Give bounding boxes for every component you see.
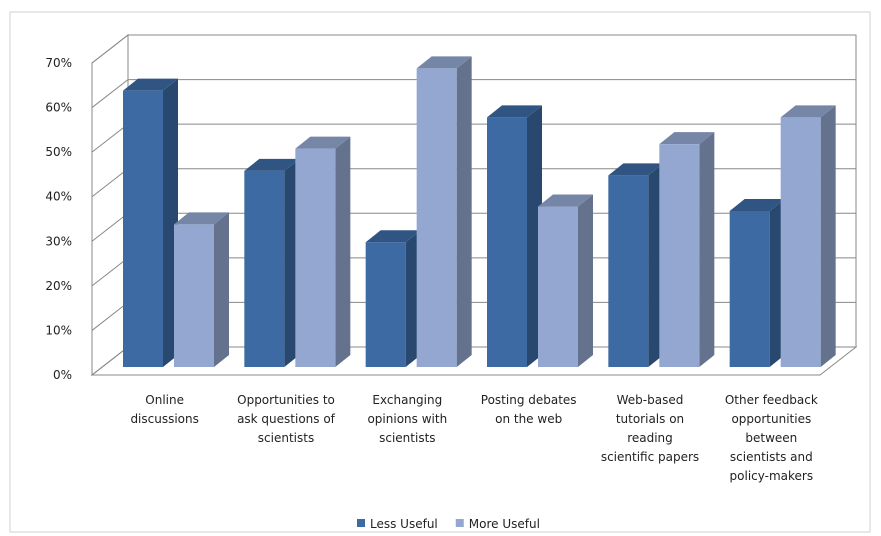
x-tick-label: Web-based tutorials on reading scientific p… — [601, 393, 699, 464]
bar-side — [578, 194, 593, 367]
bar-top — [295, 136, 351, 149]
legend-swatch — [455, 519, 464, 527]
legend-label: More Useful — [469, 517, 540, 531]
bar-front — [780, 117, 821, 368]
y-tick-label: 70% — [45, 56, 72, 70]
y-tick-label: 60% — [45, 101, 72, 115]
legend-label: Less Useful — [370, 517, 438, 531]
bar-top — [780, 105, 836, 118]
y-tick-label: 20% — [45, 279, 72, 293]
bar-front — [174, 224, 214, 367]
bar-side — [820, 105, 836, 368]
bar-side — [699, 132, 715, 367]
side-wall — [91, 33, 129, 377]
bar-top — [174, 212, 229, 225]
bar-front — [729, 211, 770, 367]
bar-front — [416, 68, 457, 367]
bar — [659, 132, 715, 367]
x-tick-label: Exchanging opinions with scientists — [367, 393, 447, 445]
bar-side — [456, 56, 472, 367]
bar-top — [244, 158, 300, 171]
bar-side — [335, 136, 351, 367]
bar-top — [416, 56, 472, 69]
bar-front — [295, 148, 336, 367]
x-tick-label: Opportunities to ask questions of scientis… — [237, 393, 336, 445]
y-tick-label: 40% — [45, 190, 72, 204]
y-tick-label: 30% — [45, 234, 72, 248]
chart-border — [9, 11, 871, 533]
bar — [365, 230, 421, 367]
bar — [487, 105, 542, 368]
bar-top — [729, 199, 785, 211]
grid-line — [91, 79, 856, 108]
bar-top — [123, 78, 178, 91]
bar-front — [123, 90, 163, 368]
bar-side — [214, 212, 229, 367]
bar — [295, 136, 351, 367]
grid-line — [91, 123, 856, 153]
bar-top — [365, 230, 421, 243]
bar — [608, 163, 664, 367]
bar — [174, 212, 229, 367]
bar-top — [659, 132, 715, 145]
bar-top — [608, 163, 664, 176]
bar-front — [487, 117, 527, 368]
bar-front — [244, 170, 285, 367]
bar — [416, 56, 472, 367]
bar — [729, 199, 785, 367]
y-tick-label: 10% — [45, 323, 72, 337]
bar-front — [365, 242, 406, 367]
bar — [538, 194, 593, 367]
legend-swatch — [357, 519, 365, 527]
grid-line — [91, 34, 856, 64]
grid-line — [91, 168, 856, 198]
x-tick-label: Online discussions — [130, 393, 198, 426]
bar-front — [538, 206, 578, 367]
y-tick-label: 0% — [53, 368, 72, 382]
bar — [123, 78, 178, 368]
y-tick-label: 50% — [45, 145, 72, 159]
bar-front — [659, 144, 700, 367]
x-tick-label: Other feedback opportunities between scient… — [725, 393, 818, 483]
bar — [780, 105, 836, 368]
bar-front — [608, 175, 649, 367]
bar-top — [538, 194, 593, 207]
bar — [244, 158, 300, 367]
bar-top — [487, 105, 542, 118]
x-tick-label: Posting debates on the web — [481, 393, 577, 426]
